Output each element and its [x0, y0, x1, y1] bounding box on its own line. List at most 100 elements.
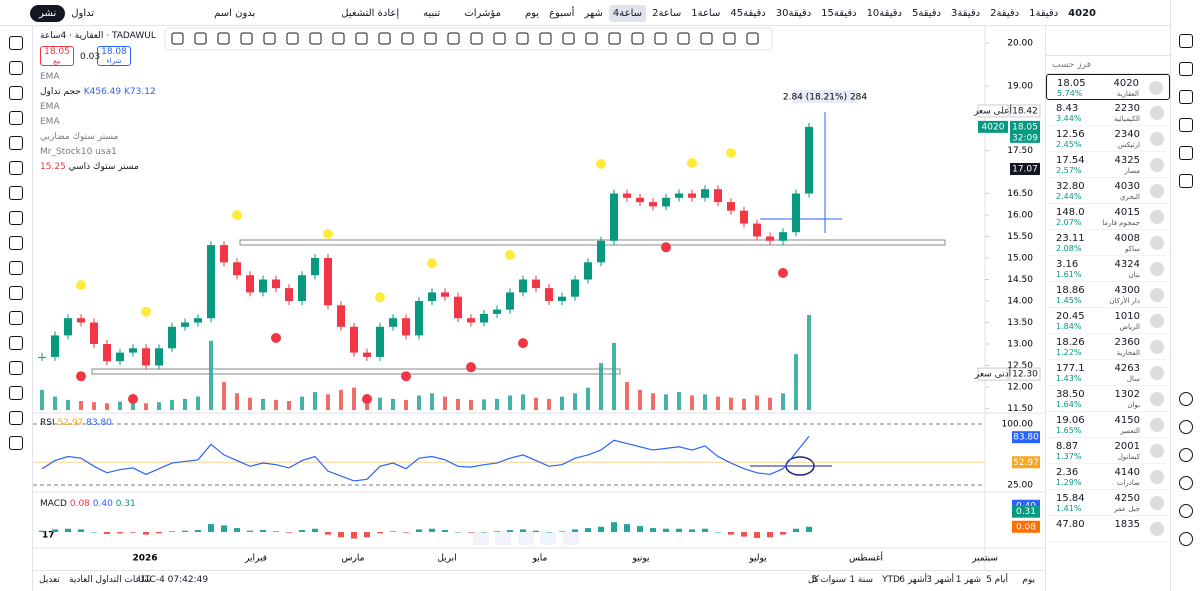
tool-icon[interactable] — [9, 286, 23, 300]
tool-icon[interactable] — [539, 32, 552, 45]
interval[interactable]: 2دقيقة — [990, 7, 1020, 19]
tool-icon[interactable] — [677, 32, 690, 45]
tool-icon[interactable] — [9, 436, 23, 450]
interval[interactable]: شهر — [584, 7, 603, 19]
side-icon[interactable] — [1179, 392, 1193, 406]
watchlist-row[interactable]: 38.50 1.64% 1302 بوان — [1046, 386, 1170, 412]
chart-area[interactable]: 2.84 (18.21%) 284 17 20.00 19.00 17.50 16.5… — [0, 0, 1045, 591]
tool-icon[interactable] — [9, 386, 23, 400]
publish-button[interactable]: نشر — [30, 4, 66, 22]
tool-icon[interactable] — [700, 32, 713, 45]
watchlist-row[interactable]: 3.16 1.61% 4324 بنان — [1046, 256, 1170, 282]
range-button[interactable]: كل — [807, 575, 819, 585]
interval[interactable]: 2ساعة — [652, 7, 682, 19]
interval[interactable]: أسبوع — [549, 7, 575, 19]
tool-icon[interactable] — [9, 336, 23, 350]
tool-icon[interactable] — [9, 161, 23, 175]
zoom-out[interactable] — [473, 531, 489, 545]
watchlist-row[interactable]: 18.26 1.22% 2360 الفخارية — [1046, 334, 1170, 360]
tool-icon[interactable] — [171, 32, 184, 45]
interval[interactable]: 4ساعة — [608, 4, 647, 22]
side-icon[interactable] — [1179, 420, 1193, 434]
zoom-in[interactable] — [495, 531, 511, 545]
scroll-right[interactable] — [540, 531, 556, 545]
range-button[interactable]: YTD — [882, 575, 900, 585]
tool-icon[interactable] — [194, 32, 207, 45]
tool-icon[interactable] — [309, 32, 322, 45]
drawing-toolbar[interactable] — [164, 27, 773, 51]
tool-icon[interactable] — [9, 361, 23, 375]
tool-icon[interactable] — [585, 32, 598, 45]
sort-label[interactable]: فرز حسب — [1052, 59, 1091, 70]
interval[interactable]: 1دقيقة — [1029, 7, 1059, 19]
indicators[interactable]: مؤشرات — [464, 7, 501, 19]
interval[interactable]: 30دقيقة — [775, 7, 812, 19]
tool-icon[interactable] — [9, 111, 23, 125]
scroll-left[interactable] — [518, 531, 534, 545]
interval[interactable]: 15دقيقة — [821, 7, 857, 19]
interval[interactable]: 1ساعة — [691, 7, 721, 19]
watchlist-row[interactable]: 23.11 2.08% 4008 ساكو — [1046, 230, 1170, 256]
drawing-tools[interactable] — [171, 32, 759, 45]
tool-icon[interactable] — [263, 32, 276, 45]
range-button[interactable]: يوم — [1022, 575, 1035, 585]
adjust[interactable]: تعديل — [39, 575, 60, 585]
tool-icon[interactable] — [240, 32, 253, 45]
tool-icon[interactable] — [9, 261, 23, 275]
side-icon[interactable] — [1179, 146, 1193, 160]
range-button[interactable]: 1 شهر — [955, 575, 981, 585]
tool-icon[interactable] — [355, 32, 368, 45]
tool-icon[interactable] — [9, 61, 23, 75]
watchlist-row[interactable]: 32.80 2.44% 4030 البحري — [1046, 178, 1170, 204]
side-icon[interactable] — [1179, 476, 1193, 490]
watchlist-row[interactable]: 148.0 2.07% 4015 جمجوم فارما — [1046, 204, 1170, 230]
sell-box[interactable]: 18.05 بيع — [40, 46, 74, 66]
range-button[interactable]: 1 سنة — [849, 575, 873, 585]
replay[interactable]: إعادة التشغيل — [341, 7, 400, 19]
tool-icon[interactable] — [470, 32, 483, 45]
side-icon[interactable] — [1179, 448, 1193, 462]
interval[interactable]: 10دقيقة — [866, 7, 902, 19]
watchlist-row[interactable]: 18.05 5.74% 4020 العقارية — [1046, 74, 1170, 100]
tool-icon[interactable] — [631, 32, 644, 45]
tool-icon[interactable] — [447, 32, 460, 45]
reset[interactable] — [563, 531, 579, 545]
watchlist-row[interactable]: 20.45 1.84% 1010 الرياض — [1046, 308, 1170, 334]
tool-icon[interactable] — [9, 236, 23, 250]
side-icon[interactable] — [1179, 174, 1193, 188]
side-icon[interactable] — [1179, 504, 1193, 518]
side-icon[interactable] — [1179, 118, 1193, 132]
interval[interactable]: 5دقيقة — [911, 7, 942, 19]
tool-icon[interactable] — [654, 32, 667, 45]
range-button[interactable]: 5 أيام — [986, 575, 1008, 585]
side-icon[interactable] — [1179, 34, 1193, 48]
interval[interactable]: 3دقيقة — [951, 7, 981, 19]
symbol[interactable]: 4020 — [1068, 7, 1096, 19]
watchlist-row[interactable]: 12.56 2.45% 2340 ارتيكس — [1046, 126, 1170, 152]
tool-icon[interactable] — [9, 311, 23, 325]
tool-icon[interactable] — [608, 32, 621, 45]
tool-icon[interactable] — [217, 32, 230, 45]
tool-icon[interactable] — [562, 32, 575, 45]
tool-icon[interactable] — [9, 86, 23, 100]
watchlist-row[interactable]: 2.36 1.29% 4140 صادرات — [1046, 464, 1170, 490]
tool-icon[interactable] — [378, 32, 391, 45]
trade-button[interactable]: تداول — [71, 7, 95, 19]
session[interactable]: ساعات التداول العادية — [69, 575, 152, 585]
watchlist-row[interactable]: 19.06 1.65% 4150 التعمير — [1046, 412, 1170, 438]
watchlist-row[interactable]: 47.80 1835 — [1046, 516, 1170, 542]
interval[interactable]: يوم — [524, 7, 540, 19]
tool-icon[interactable] — [746, 32, 759, 45]
tool-icon[interactable] — [9, 211, 23, 225]
tool-icon[interactable] — [286, 32, 299, 45]
range-button[interactable]: 6 أشهر — [899, 575, 927, 585]
interval[interactable]: 45دقيقة — [730, 7, 766, 19]
watchlist-row[interactable]: 15.84 1.41% 4250 جبل عمر — [1046, 490, 1170, 516]
tool-icon[interactable] — [723, 32, 736, 45]
tool-icon[interactable] — [493, 32, 506, 45]
tool-icon[interactable] — [516, 32, 529, 45]
side-icon[interactable] — [1179, 532, 1193, 546]
tool-icon[interactable] — [9, 411, 23, 425]
tool-icon[interactable] — [332, 32, 345, 45]
tool-icon[interactable] — [9, 136, 23, 150]
